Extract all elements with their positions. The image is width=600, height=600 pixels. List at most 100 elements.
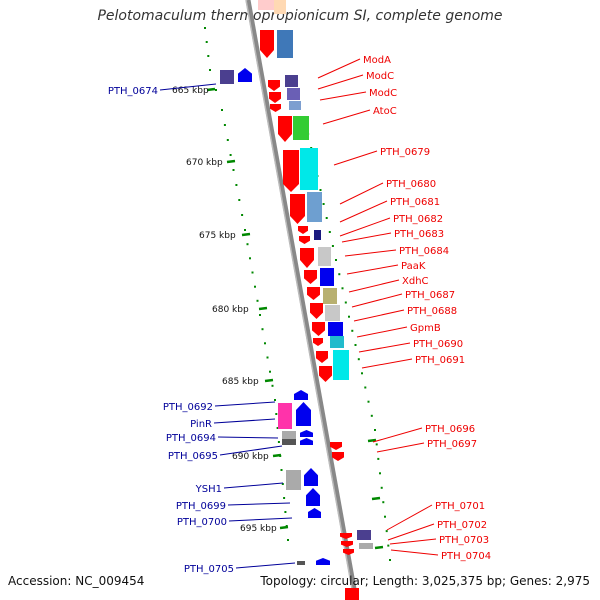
leader-line bbox=[319, 91, 367, 101]
outer-track-dot bbox=[377, 457, 380, 460]
outer-track-dot bbox=[380, 486, 383, 489]
leader-line bbox=[389, 538, 437, 545]
leader-line bbox=[333, 150, 378, 166]
outer-track-dot bbox=[354, 344, 357, 346]
outer-track-dot bbox=[328, 231, 331, 233]
leader-line bbox=[228, 517, 293, 522]
reverse-gene-block bbox=[282, 431, 296, 439]
outer-track-dot bbox=[364, 386, 367, 389]
forward-gene-arrow bbox=[283, 150, 299, 192]
outer-track-dot bbox=[374, 429, 376, 431]
forward-gene-arrow bbox=[319, 366, 332, 382]
gene-block bbox=[318, 247, 331, 266]
forward-gene-arrow bbox=[304, 270, 317, 284]
forward-gene-label: ModC bbox=[369, 88, 397, 99]
leader-line bbox=[219, 445, 283, 456]
forward-gene-arrow bbox=[307, 287, 320, 300]
gene-block bbox=[293, 116, 309, 140]
outer-track-dot bbox=[357, 358, 360, 361]
reverse-gene-label: PTH_0699 bbox=[176, 501, 226, 512]
leader-line bbox=[214, 401, 276, 407]
forward-gene-label: PTH_0682 bbox=[393, 214, 443, 225]
leader-line bbox=[341, 232, 392, 243]
forward-gene-label: AtoC bbox=[373, 106, 397, 117]
inner-track-dot bbox=[205, 41, 208, 43]
forward-gene-arrow bbox=[298, 226, 308, 234]
leader-line bbox=[372, 427, 423, 443]
major-tick bbox=[264, 378, 274, 383]
leader-line bbox=[376, 442, 425, 453]
inner-track-dot bbox=[232, 169, 235, 171]
reverse-gene-label: PTH_0692 bbox=[163, 402, 213, 413]
forward-gene-arrow bbox=[313, 338, 323, 346]
outer-track-dot bbox=[338, 273, 341, 276]
forward-gene-label: PTH_0701 bbox=[435, 501, 485, 512]
inner-track-dot bbox=[204, 27, 206, 29]
forward-gene-arrow bbox=[343, 549, 354, 555]
reverse-gene-arrow bbox=[304, 468, 318, 486]
inner-track-dot bbox=[221, 109, 223, 111]
reverse-gene-label: PinR bbox=[190, 419, 212, 430]
reverse-gene-arrow bbox=[296, 402, 311, 426]
leader-line bbox=[387, 523, 435, 541]
tick-label: 685 kbp bbox=[222, 377, 259, 387]
inner-track-dot bbox=[264, 342, 266, 345]
outer-track-dot bbox=[375, 443, 378, 446]
forward-gene-label: PTH_0684 bbox=[399, 246, 449, 257]
forward-gene-label: PTH_0704 bbox=[441, 551, 491, 562]
outer-track-dot bbox=[322, 203, 325, 205]
reverse-gene-arrow bbox=[306, 488, 320, 506]
outer-track-dot bbox=[367, 400, 370, 403]
reverse-gene-arrow bbox=[300, 438, 313, 445]
outer-track-dot bbox=[385, 530, 388, 533]
gene-block bbox=[328, 322, 343, 336]
outer-track-dot bbox=[348, 315, 350, 318]
inner-track-dot bbox=[259, 314, 261, 316]
inner-track-dot bbox=[241, 214, 244, 216]
inner-track-dot bbox=[287, 539, 289, 541]
genome-backbone-highlight bbox=[245, 0, 355, 600]
outer-track-dot bbox=[319, 189, 322, 191]
reverse-gene-arrow bbox=[238, 68, 252, 82]
inner-track-dot bbox=[235, 184, 238, 186]
tick-label: 680 kbp bbox=[212, 305, 249, 315]
outer-track-dot bbox=[370, 414, 373, 417]
forward-gene-label: PTH_0702 bbox=[437, 520, 487, 531]
leader-line bbox=[322, 109, 371, 125]
forward-gene-label: ModC bbox=[366, 71, 394, 82]
topology-text: Topology: circular; Length: 3,025,375 bp… bbox=[260, 574, 590, 588]
leader-line bbox=[353, 309, 405, 322]
scale-ticks: 665 kbp 670 kbp 675 kbp 680 kbp 685 kbp 690 k… bbox=[172, 27, 391, 561]
inner-track-dot bbox=[271, 384, 274, 387]
forward-gene-label: PTH_0703 bbox=[439, 535, 489, 546]
inner-track-dot bbox=[276, 427, 279, 429]
outer-track-dot bbox=[384, 515, 386, 518]
inner-track-dot bbox=[244, 229, 246, 231]
gene-block bbox=[333, 350, 349, 380]
reverse-gene-label: PTH_0674 bbox=[108, 86, 158, 97]
reverse-gene-arrow bbox=[300, 430, 313, 437]
forward-gene-label: ModA bbox=[363, 55, 391, 66]
minor-tick bbox=[367, 438, 377, 443]
gene-block bbox=[289, 101, 301, 110]
gene-block bbox=[323, 288, 337, 304]
reverse-gene-arrow bbox=[308, 508, 321, 518]
leader-line bbox=[213, 418, 276, 424]
outer-track-dot bbox=[389, 559, 391, 561]
forward-gene-arrow bbox=[330, 442, 342, 450]
tick-label: 665 kbp bbox=[172, 86, 209, 96]
reverse-gene-label: PTH_0705 bbox=[184, 564, 234, 575]
forward-gene-arrow bbox=[299, 236, 310, 244]
forward-gene-label: PTH_0680 bbox=[386, 179, 436, 190]
inner-track-dot bbox=[229, 154, 232, 156]
outer-track-dot bbox=[382, 501, 385, 504]
inner-track-dot bbox=[246, 243, 249, 246]
forward-gene-arrow bbox=[260, 30, 274, 58]
tick-label: 675 kbp bbox=[199, 231, 236, 241]
forward-gene-label: PTH_0690 bbox=[413, 339, 463, 350]
leader-line bbox=[351, 293, 403, 308]
leader-line bbox=[227, 502, 291, 506]
gene-block bbox=[300, 148, 318, 190]
backbone-group bbox=[245, 0, 359, 600]
outer-track-dot bbox=[379, 472, 381, 475]
